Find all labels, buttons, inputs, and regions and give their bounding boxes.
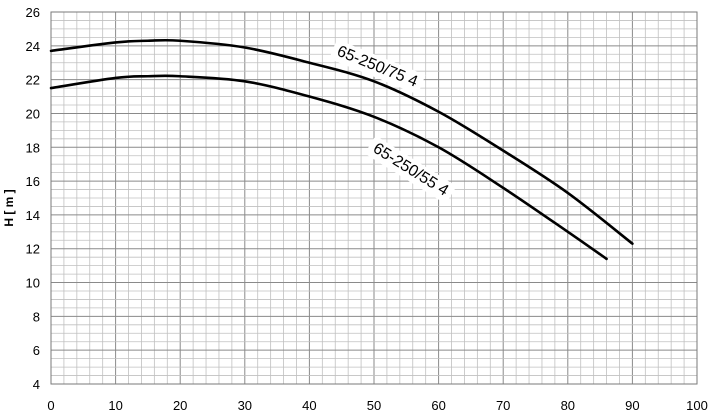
x-tick-label: 60: [431, 398, 445, 413]
y-tick-label: 20: [26, 106, 40, 121]
x-tick-label: 90: [625, 398, 639, 413]
series-line-2: [49, 74, 608, 261]
x-tick-label: 30: [238, 398, 252, 413]
plot-border: [50, 11, 698, 385]
y-tick-label: 8: [33, 309, 40, 324]
series-label-background: [364, 135, 457, 205]
y-axis-title: H [ m ]: [2, 189, 16, 226]
y-tick-label: 4: [33, 377, 40, 392]
y-tick-label: 16: [26, 174, 40, 189]
y-tick-label: 18: [26, 140, 40, 155]
x-tick-label: 100: [686, 398, 708, 413]
series-label-background: [329, 39, 426, 95]
y-tick-label: 12: [26, 242, 40, 257]
grid: [50, 11, 698, 385]
series-group: [49, 38, 634, 261]
x-axis-ticks: 0 10 20 30 40 50 60 70 80 90 100: [47, 398, 707, 413]
y-tick-label: 6: [33, 343, 40, 358]
y-tick-label: 26: [26, 5, 40, 20]
series-line-1: [49, 38, 634, 245]
y-tick-label: 22: [26, 73, 40, 88]
x-tick-label: 20: [173, 398, 187, 413]
x-tick-label: 80: [561, 398, 575, 413]
y-tick-label: 14: [26, 208, 40, 223]
x-tick-label: 70: [496, 398, 510, 413]
x-tick-label: 10: [108, 398, 122, 413]
y-tick-label: 10: [26, 276, 40, 291]
x-tick-label: 50: [367, 398, 381, 413]
y-tick-label: 24: [26, 39, 40, 54]
x-tick-label: 40: [302, 398, 316, 413]
x-tick-label: 0: [47, 398, 54, 413]
y-axis-ticks: 4 6 8 10 12 14 16 18 20 22 24 26: [26, 5, 40, 392]
